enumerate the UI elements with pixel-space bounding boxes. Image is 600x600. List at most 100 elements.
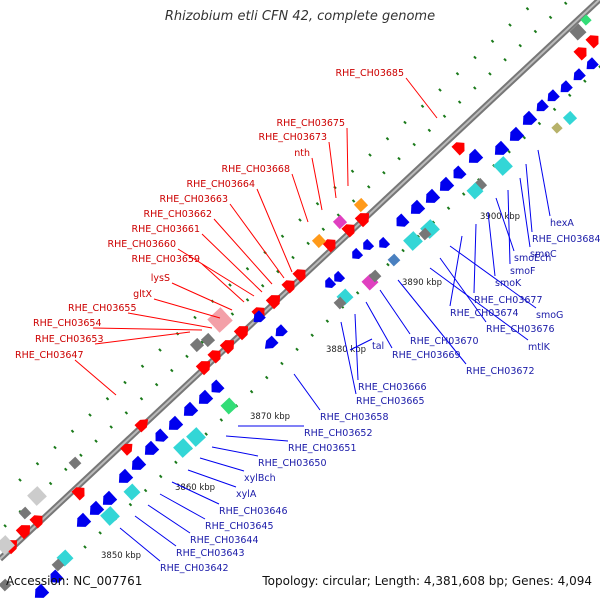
special-gene-box [27,486,47,506]
tick-dot [280,234,285,239]
special-gene-box [311,233,327,249]
special-gene-box [466,182,484,200]
tick-dot [53,445,57,450]
special-gene-box [220,397,238,415]
tick-dot [598,65,600,69]
forward-gene-label: RHE_CH03655 [68,303,137,314]
tick-dot [79,453,83,458]
reverse-gene-leader [449,235,463,307]
tick-dot [473,55,477,60]
forward-gene-leader [328,141,337,199]
tick-dot [310,333,314,338]
tick-dot [139,396,144,401]
reverse-gene-label: RHE_CH03646 [219,506,288,517]
reverse-gene-arrow [425,188,441,203]
reverse-gene-leader [449,245,537,309]
special-gene-box [580,14,592,26]
reverse-gene-label: xylA [236,489,257,500]
tick-dot [174,460,178,465]
tick-dot [412,142,416,147]
tick-dot [552,107,557,112]
reverse-gene-label: mtlK [528,342,551,353]
reverse-gene-label: RHE_CH03672 [466,366,535,377]
tick-dot [295,347,299,352]
tick-dot [507,149,511,154]
reverse-gene-leader [525,163,533,233]
special-gene-box [569,23,587,41]
tick-dot [154,382,159,387]
tick-dot [18,478,22,482]
reverse-gene-arrow [325,276,337,288]
scale-label: 3850 kbp [101,551,141,561]
reverse-gene-arrow [118,468,134,483]
forward-gene-leader [171,282,233,311]
tick-dot [351,199,356,203]
forward-gene-label: gltX [133,289,152,300]
special-gene-box [68,456,82,470]
special-gene-box [418,227,432,241]
reverse-gene-label: RHE_CH03665 [356,396,425,407]
tick-dot [403,120,407,125]
reverse-gene-label: tal [372,341,384,352]
forward-gene-arrow [585,35,599,49]
reverse-gene-label: RHE_CH03669 [392,350,461,361]
forward-gene-arrow [354,213,370,228]
forward-gene-leader [213,218,273,285]
reverse-gene-arrow [198,389,214,404]
reverse-gene-leader [225,435,289,442]
tick-dot [70,429,75,434]
reverse-gene-arrow [155,428,169,442]
forward-gene-label: RHE_CH03664 [187,179,256,190]
reverse-gene-label: RHE_CH03666 [358,382,427,393]
tick-dot [518,43,523,48]
tick-dot [105,396,110,401]
forward-gene-arrow [322,239,336,253]
reverse-gene-leader [519,177,531,248]
forward-gene-leader [92,327,203,331]
topology-text: Topology: circular; Length: 4,381,608 bp… [262,574,592,588]
special-gene-box [353,197,369,213]
forward-gene-leader [127,312,213,329]
reverse-gene-leader [211,446,259,457]
reverse-gene-arrow [264,335,279,349]
tick-dot [350,169,355,174]
special-gene-box [332,214,348,230]
tick-dot [315,201,320,206]
reverse-gene-arrow [275,324,288,337]
tick-dot [548,15,553,20]
forward-gene-arrow [451,142,465,156]
scale-label: 3890 kbp [402,278,442,288]
tick-dot [567,93,572,98]
reverse-gene-label: RHE_CH03684 [532,234,600,245]
forward-gene-leader [201,233,263,293]
tick-dot [245,266,250,271]
reverse-gene-arrow [211,379,225,393]
tick-dot [128,502,133,507]
forward-gene-label: RHE_CH03662 [144,209,213,220]
scale-label: 3880 kbp [326,345,366,355]
reverse-gene-arrow [536,99,549,112]
reverse-gene-leader [495,197,515,252]
forward-gene-label: RHE_CH03653 [35,334,104,345]
tick-dot [306,241,310,246]
reverse-gene-label: RHE_CH03674 [450,308,519,319]
reverse-gene-arrow [560,80,573,93]
reverse-gene-arrow [131,455,147,470]
forward-gene-arrow [341,224,355,238]
accession-text: Accession: NC_007761 [6,574,143,588]
forward-gene-leader [177,248,255,297]
tick-dot [386,262,390,267]
reverse-gene-leader [187,469,237,488]
forward-gene-arrow [207,350,221,364]
reverse-gene-label: RHE_CH03651 [288,443,357,454]
forward-gene-label: RHE_CH03660 [108,239,177,250]
forward-gene-label: nth [294,148,310,159]
tick-dot [185,354,189,359]
reverse-gene-arrow [586,57,599,70]
reverse-gene-arrow [50,569,64,583]
reverse-gene-arrow [102,490,118,505]
reverse-gene-arrow [89,500,105,515]
special-gene-box [333,296,347,310]
